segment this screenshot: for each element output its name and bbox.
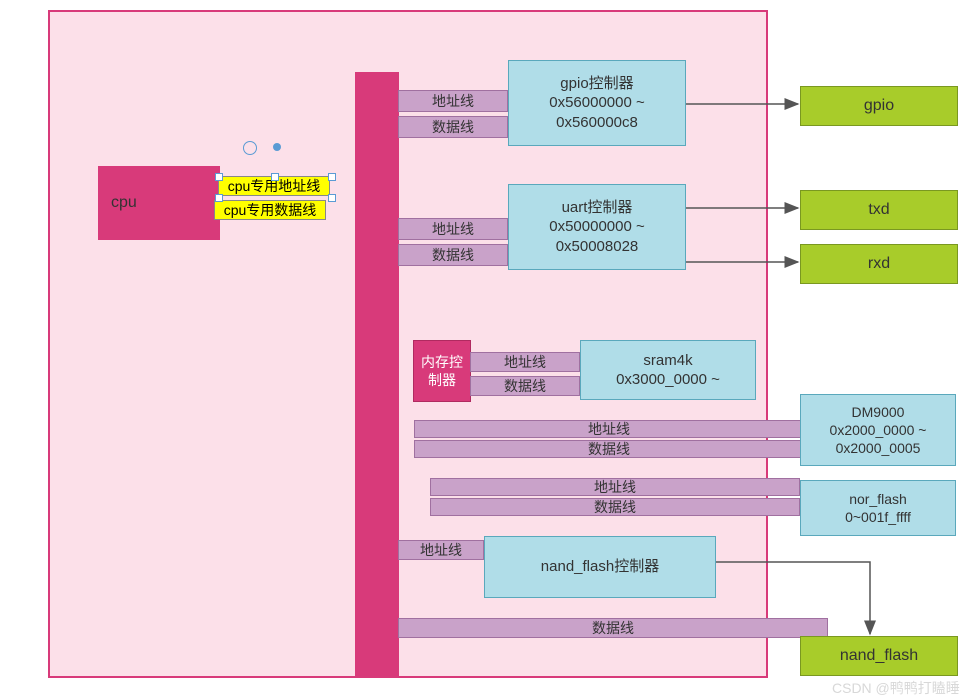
selection-handle xyxy=(328,173,336,181)
text: 数据线 xyxy=(432,118,474,136)
sram-block: sram4k 0x3000_0000 ~ xyxy=(580,340,756,400)
uart-controller: uart控制器 0x50000000 ~ 0x50008028 xyxy=(508,184,686,270)
watermark: CSDN @鸭鸭打瞌睡 xyxy=(832,678,960,698)
nand-controller: nand_flash控制器 xyxy=(484,536,716,598)
nor-flash-block: nor_flash 0~001f_ffff xyxy=(800,480,956,536)
text: 地址线 xyxy=(504,353,546,371)
selection-handle xyxy=(328,194,336,202)
text: 数据线 xyxy=(588,440,630,458)
circle-marker xyxy=(243,141,257,155)
bar-nand-data: 数据线 xyxy=(398,618,828,638)
text: 数据线 xyxy=(432,246,474,264)
text: 数据线 xyxy=(504,377,546,395)
text: nor_flash 0~001f_ffff xyxy=(845,490,911,526)
text: nand_flash控制器 xyxy=(541,557,659,577)
text: CSDN @鸭鸭打瞌睡 xyxy=(832,680,960,696)
cpu-data-line-label: cpu专用数据线 xyxy=(214,200,326,220)
bar-sram-addr: 地址线 xyxy=(470,352,580,372)
gpio-pin: gpio xyxy=(800,86,958,126)
text: 地址线 xyxy=(432,220,474,238)
txd-pin: txd xyxy=(800,190,958,230)
cpu-block: cpu xyxy=(98,166,220,240)
text: rxd xyxy=(868,254,890,275)
circle-marker xyxy=(273,143,281,151)
rxd-pin: rxd xyxy=(800,244,958,284)
bar-uart-addr: 地址线 xyxy=(398,218,508,240)
text: 内存控 制器 xyxy=(421,353,463,389)
nand-flash-pin: nand_flash xyxy=(800,636,958,676)
cpu-label: cpu xyxy=(111,193,137,214)
text: gpio控制器 0x56000000 ~ 0x560000c8 xyxy=(549,74,645,133)
bar-gpio-addr: 地址线 xyxy=(398,90,508,112)
selection-handle xyxy=(215,194,223,202)
bar-dm-data: 数据线 xyxy=(414,440,804,458)
selection-handle xyxy=(271,173,279,181)
mem-controller: 内存控 制器 xyxy=(413,340,471,402)
gpio-controller: gpio控制器 0x56000000 ~ 0x560000c8 xyxy=(508,60,686,146)
text: cpu专用数据线 xyxy=(224,201,317,219)
diagram-canvas: cpu cpu专用地址线 cpu专用数据线 内存控 制器 地址线 数据线 地址线… xyxy=(0,0,979,698)
text: 数据线 xyxy=(594,498,636,516)
text: DM9000 0x2000_0000 ~ 0x2000_0005 xyxy=(830,403,927,458)
main-bus xyxy=(355,72,399,676)
text: gpio xyxy=(864,96,894,117)
text: 地址线 xyxy=(420,541,462,559)
bar-nor-addr: 地址线 xyxy=(430,478,800,496)
dm9000-block: DM9000 0x2000_0000 ~ 0x2000_0005 xyxy=(800,394,956,466)
text: 地址线 xyxy=(588,420,630,438)
bar-nor-data: 数据线 xyxy=(430,498,800,516)
text: nand_flash xyxy=(840,646,918,667)
selection-handle xyxy=(215,173,223,181)
bar-dm-addr: 地址线 xyxy=(414,420,804,438)
text: sram4k 0x3000_0000 ~ xyxy=(616,351,720,390)
text: 地址线 xyxy=(594,478,636,496)
bar-gpio-data: 数据线 xyxy=(398,116,508,138)
text: uart控制器 0x50000000 ~ 0x50008028 xyxy=(549,198,645,257)
text: 地址线 xyxy=(432,92,474,110)
bar-nand-addr: 地址线 xyxy=(398,540,484,560)
text: 数据线 xyxy=(592,619,634,637)
bar-uart-data: 数据线 xyxy=(398,244,508,266)
bar-sram-data: 数据线 xyxy=(470,376,580,396)
text: txd xyxy=(868,200,889,221)
